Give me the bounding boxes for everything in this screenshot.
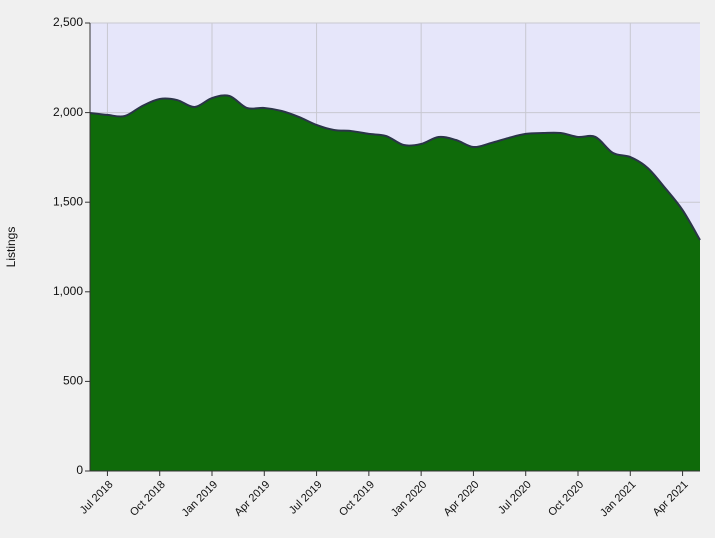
y-axis-label: Listings xyxy=(4,227,18,268)
x-tick-label: Jul 2019 xyxy=(287,479,325,517)
x-tick-label: Jul 2018 xyxy=(78,479,116,517)
y-tick-label: 0 xyxy=(76,463,83,477)
y-tick-label: 500 xyxy=(63,374,83,388)
x-tick-label: Jan 2020 xyxy=(389,479,429,519)
y-tick-label: 1,500 xyxy=(53,194,83,208)
x-tick-label: Apr 2020 xyxy=(442,479,482,519)
x-tick-label: Oct 2020 xyxy=(546,479,586,519)
y-tick-label: 1,000 xyxy=(53,284,83,298)
x-tick-label: Oct 2018 xyxy=(128,479,168,519)
x-tick-label: Apr 2021 xyxy=(651,479,691,519)
x-tick-label: Jan 2019 xyxy=(180,479,220,519)
x-tick-label: Oct 2019 xyxy=(337,479,377,519)
x-tick-label: Jul 2020 xyxy=(496,479,534,517)
x-tick-label: Jan 2021 xyxy=(598,479,638,519)
y-tick-label: 2,000 xyxy=(53,105,83,119)
x-tick-label: Apr 2019 xyxy=(232,479,272,519)
area-line xyxy=(89,94,701,241)
area xyxy=(90,95,700,471)
y-tick-label: 2,500 xyxy=(53,15,83,29)
